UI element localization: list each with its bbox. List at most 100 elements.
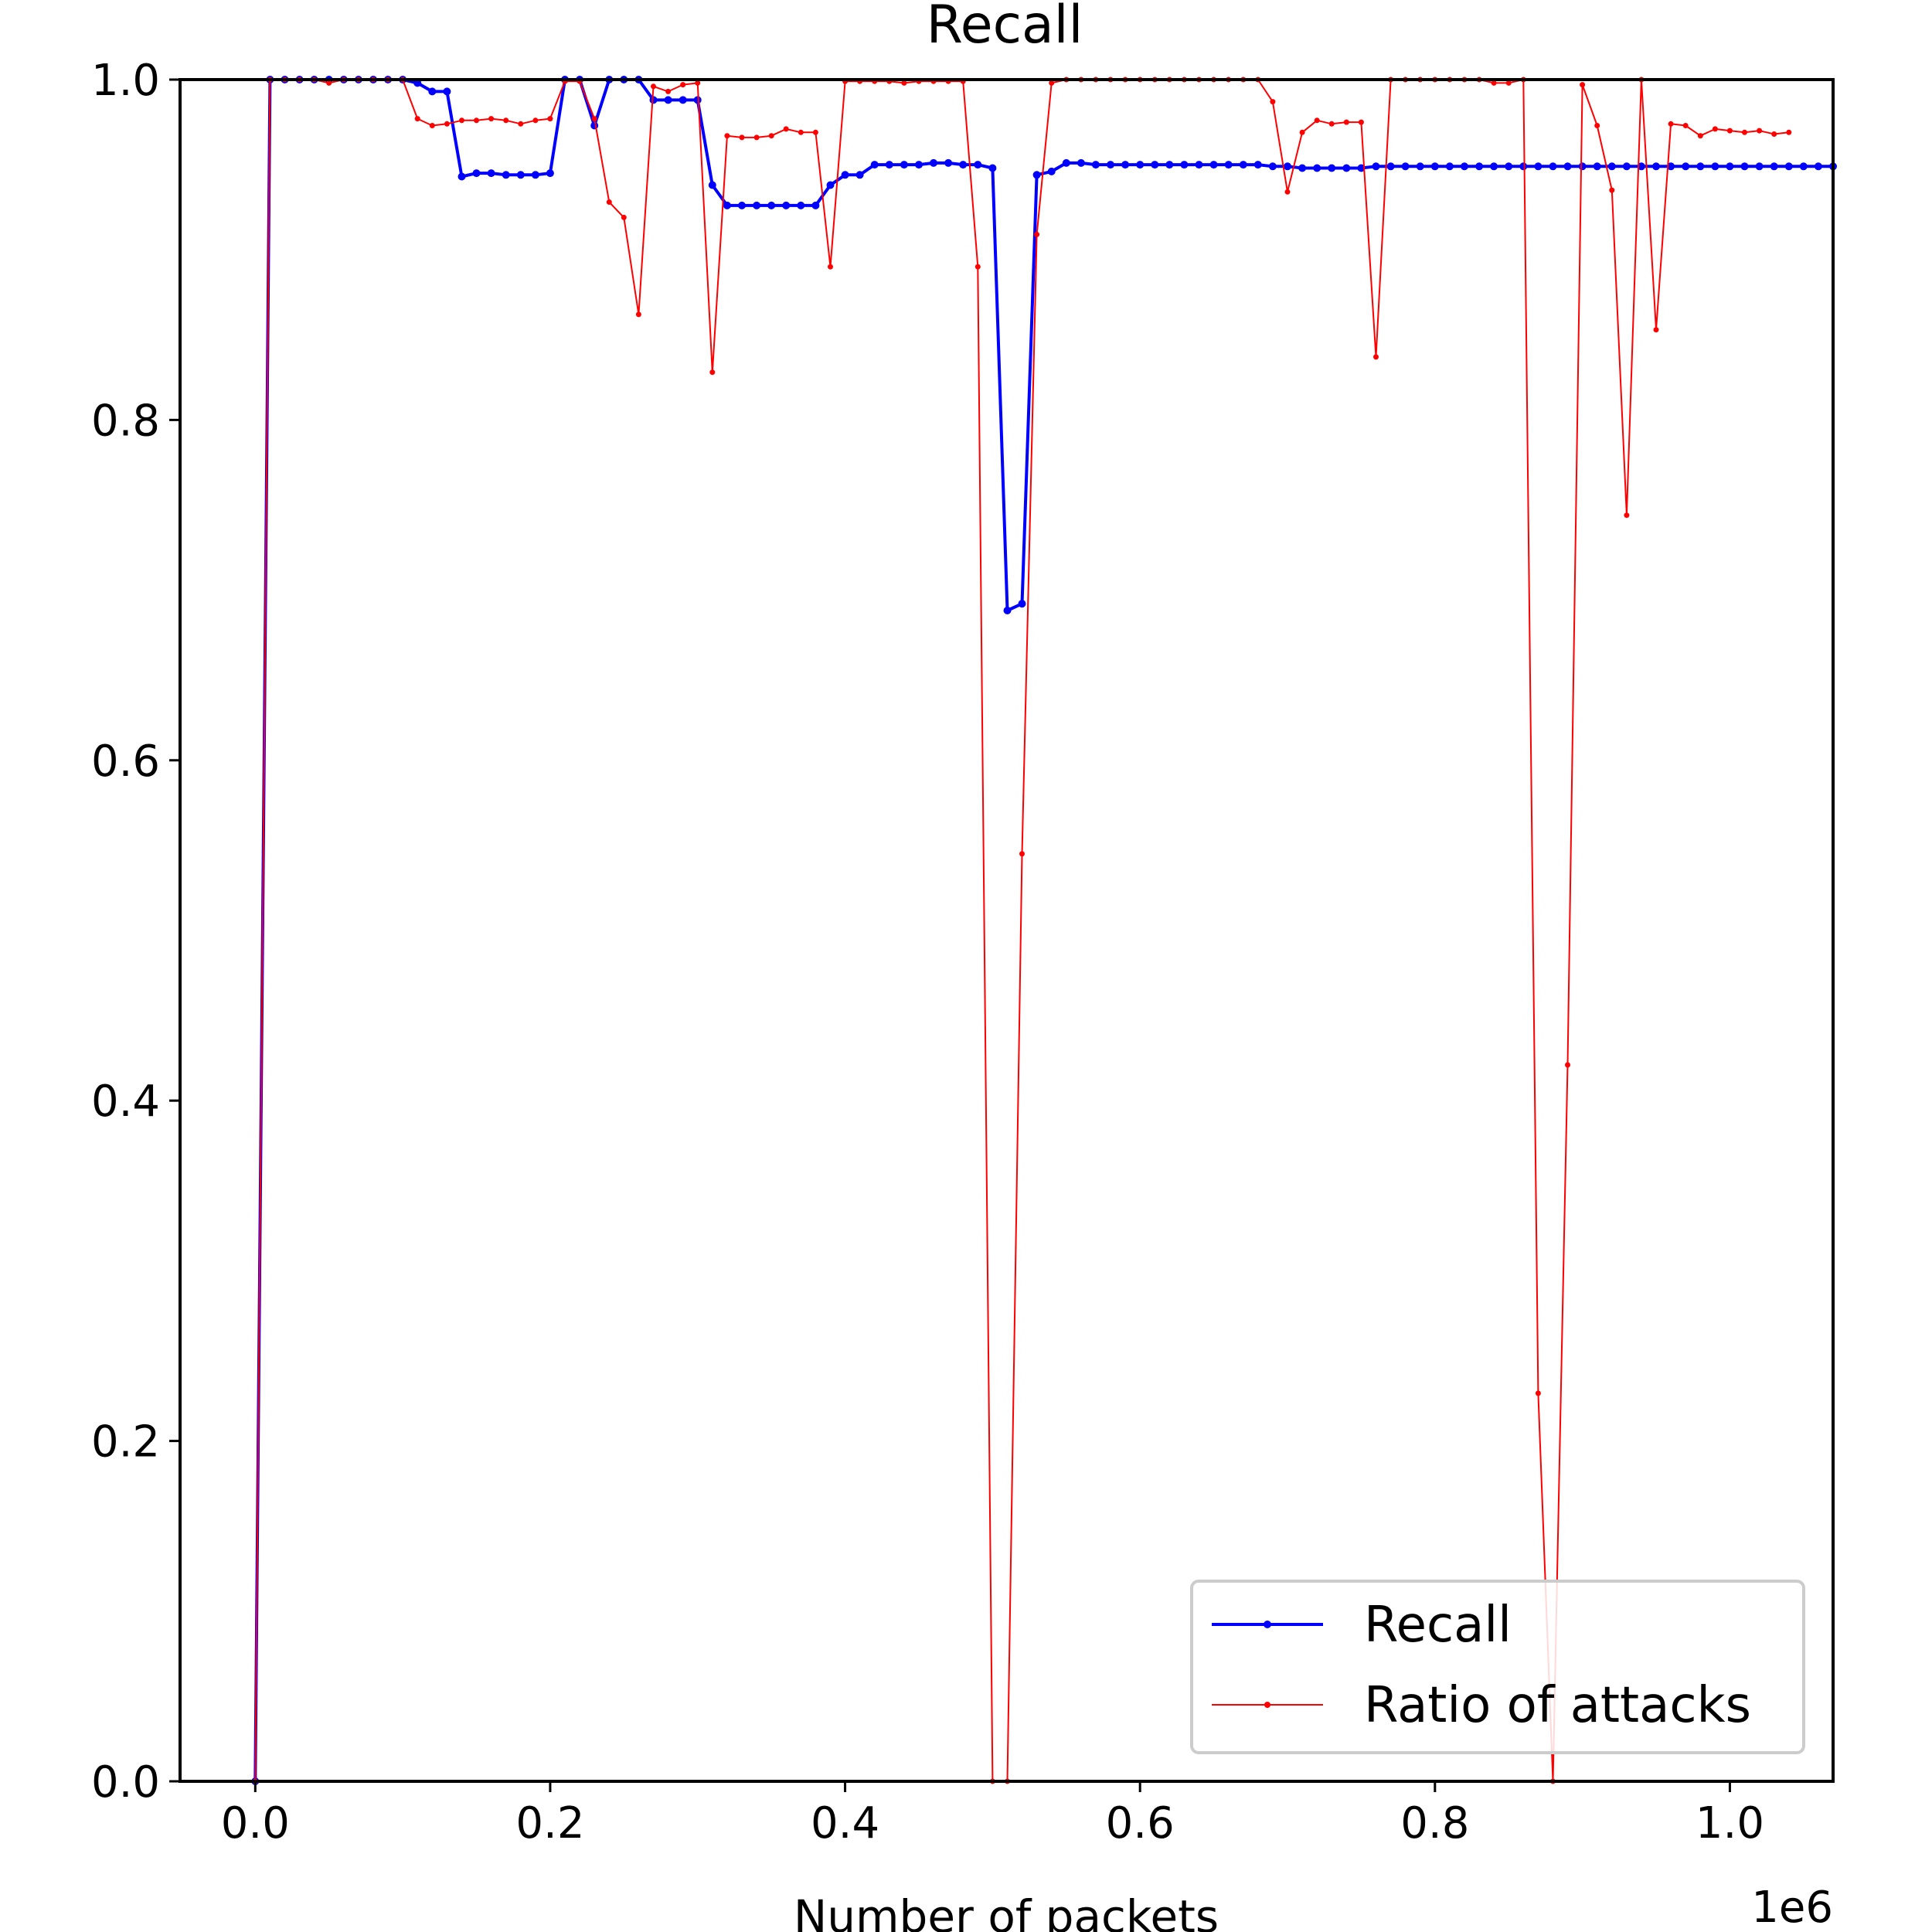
data-point-ratio-of-attacks [1668,121,1674,127]
data-point-ratio-of-attacks [606,199,612,205]
data-point-recall [1239,161,1247,169]
data-point-ratio-of-attacks [1609,187,1615,193]
data-point-recall [811,201,820,209]
data-point-recall [1770,162,1778,171]
data-point-recall [428,87,437,96]
legend: Recall Ratio of attacks [1190,1580,1805,1754]
chart-title: Recall [927,0,1083,56]
data-point-recall [1445,162,1454,171]
data-point-recall [1357,164,1366,172]
data-point-ratio-of-attacks [1726,128,1733,134]
data-point-ratio-of-attacks [1786,129,1792,135]
data-point-recall [457,172,466,181]
data-point-recall [649,96,658,104]
data-point-recall [1519,162,1528,171]
legend-marker-recall [1264,1621,1271,1628]
data-point-recall [1386,162,1395,171]
legend-marker-ratio-of-attacks [1264,1702,1270,1708]
data-point-ratio-of-attacks [724,133,730,139]
x-tick-label: 0.8 [1400,1798,1469,1849]
data-point-recall [767,201,776,209]
data-point-ratio-of-attacks [429,123,435,128]
data-point-recall [1062,158,1070,167]
data-point-recall [1195,161,1203,169]
data-point-recall [1461,162,1468,171]
data-point-ratio-of-attacks [665,88,672,94]
data-point-recall [1298,164,1307,172]
data-point-ratio-of-attacks [901,80,907,86]
data-point-ratio-of-attacks [591,116,597,122]
data-point-recall [841,171,849,179]
legend-box [1190,1580,1805,1754]
data-point-ratio-of-attacks [798,129,804,135]
data-point-recall [1711,162,1719,171]
data-point-recall [900,161,908,169]
data-point-ratio-of-attacks [1373,354,1379,360]
data-point-recall [1755,162,1764,171]
data-point-ratio-of-attacks [1358,119,1364,125]
data-point-recall [1268,162,1277,171]
data-point-recall [1180,161,1189,169]
data-point-ratio-of-attacks [783,126,789,132]
data-point-ratio-of-attacks [459,117,464,124]
data-point-recall [1253,161,1262,169]
data-point-recall [546,169,554,178]
data-point-recall [472,169,481,178]
legend-label-recall: Recall [1364,1597,1512,1654]
y-axis: 0.0 0.2 0.4 0.6 0.8 1.0 [91,56,180,1808]
data-point-ratio-of-attacks [1270,99,1276,105]
data-point-ratio-of-attacks [739,134,745,141]
data-point-recall [1047,167,1056,175]
data-point-ratio-of-attacks [1314,117,1320,124]
data-point-recall [1313,164,1321,172]
y-tick-label: 1.0 [91,56,160,106]
data-point-ratio-of-attacks [1343,119,1349,125]
data-point-recall [1696,162,1705,171]
data-point-ratio-of-attacks [1712,126,1718,132]
x-tick-label: 1.0 [1696,1798,1764,1849]
data-point-ratio-of-attacks [1491,80,1497,86]
data-point-ratio-of-attacks [812,129,818,135]
data-point-recall [1328,164,1336,172]
data-point-recall [959,161,968,169]
data-point-recall [988,164,997,172]
data-point-recall [915,161,923,169]
data-point-ratio-of-attacks [1771,131,1777,137]
data-point-recall [1224,161,1233,169]
data-point-ratio-of-attacks [518,121,524,127]
data-point-ratio-of-attacks [1034,231,1040,237]
data-point-recall [1784,162,1793,171]
data-point-recall [679,96,687,104]
data-point-ratio-of-attacks [474,117,479,124]
data-point-recall [1121,161,1130,169]
data-point-ratio-of-attacks [1682,123,1689,128]
data-point-ratio-of-attacks [503,117,509,124]
data-point-ratio-of-attacks [1594,123,1600,128]
data-point-recall [708,181,716,189]
y-tick-label: 0.6 [91,736,160,787]
data-point-ratio-of-attacks [1535,1390,1541,1396]
data-point-recall [1534,162,1543,171]
x-axis: 0.0 0.2 0.4 0.6 0.8 1.0 [221,1781,1764,1849]
data-point-recall [1475,162,1484,171]
data-point-ratio-of-attacks [635,311,641,318]
data-point-ratio-of-attacks [1757,128,1763,134]
data-point-recall [1667,162,1675,171]
data-point-ratio-of-attacks [326,80,332,86]
data-point-recall [797,201,805,209]
data-point-recall [1342,164,1351,172]
data-point-ratio-of-attacks [1697,133,1703,139]
data-point-ratio-of-attacks [1019,851,1025,857]
data-point-recall [1018,600,1026,608]
x-tick-label: 0.6 [1106,1798,1175,1849]
data-point-recall [1814,162,1822,171]
data-point-recall [826,181,835,189]
data-point-ratio-of-attacks [1653,327,1659,333]
legend-label-ratio-of-attacks: Ratio of attacks [1364,1677,1751,1734]
data-point-ratio-of-attacks [1284,189,1291,195]
data-point-recall [531,171,539,179]
data-point-recall [1372,162,1380,171]
data-point-recall [1430,162,1439,171]
data-point-recall [1077,158,1085,167]
